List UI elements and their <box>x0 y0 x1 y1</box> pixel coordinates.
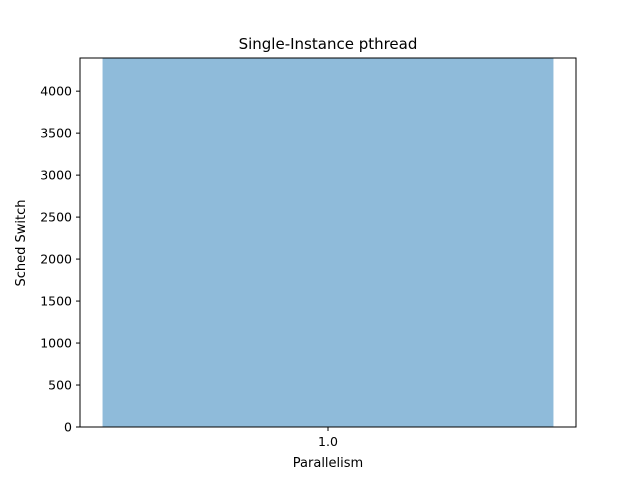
x-axis-label: Parallelism <box>293 456 363 471</box>
y-tick-label-3: 1500 <box>40 294 72 309</box>
bar-0 <box>102 58 554 427</box>
chart-title: Single-Instance pthread <box>239 35 418 53</box>
y-tick-label-8: 4000 <box>40 84 72 99</box>
y-tick-label-6: 3000 <box>40 168 72 183</box>
y-tick-label-1: 500 <box>48 378 72 393</box>
y-tick-label-2: 1000 <box>40 336 72 351</box>
bars-group <box>102 58 554 427</box>
y-tick-label-4: 2000 <box>40 252 72 267</box>
y-tick-label-0: 0 <box>64 420 72 435</box>
x-tick-label-0: 1.0 <box>318 434 338 449</box>
y-tick-label-7: 3500 <box>40 126 72 141</box>
y-axis-ticks: 0 500 1000 1500 2000 2500 3000 3500 4000 <box>40 84 80 435</box>
y-axis-label: Sched Switch <box>14 199 29 286</box>
y-tick-label-5: 2500 <box>40 210 72 225</box>
plot-frame <box>79 57 577 428</box>
x-axis-ticks: 1.0 <box>318 427 338 449</box>
